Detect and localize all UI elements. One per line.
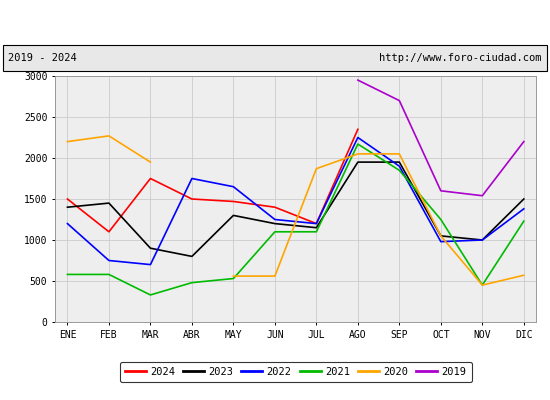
FancyBboxPatch shape xyxy=(3,44,547,72)
Text: http://www.foro-ciudad.com: http://www.foro-ciudad.com xyxy=(379,53,542,63)
Text: Evolucion Nº Turistas Nacionales en el municipio de Cehegín: Evolucion Nº Turistas Nacionales en el m… xyxy=(73,14,477,28)
Text: 2019 - 2024: 2019 - 2024 xyxy=(8,53,77,63)
Legend: 2024, 2023, 2022, 2021, 2020, 2019: 2024, 2023, 2022, 2021, 2020, 2019 xyxy=(119,362,472,382)
